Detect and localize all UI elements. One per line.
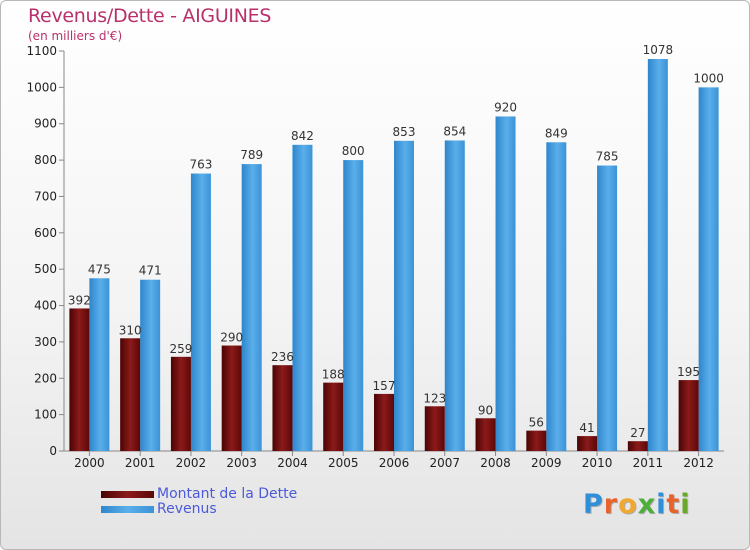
value-label-revenus: 475 bbox=[88, 262, 111, 276]
value-label-dette: 236 bbox=[271, 350, 294, 364]
bar-dette bbox=[577, 436, 598, 451]
chart-value-labels: 392 475 310 471 259 763 290 789 236 842 188 800 157 8… bbox=[68, 43, 724, 440]
logo-letter: i bbox=[680, 489, 691, 520]
value-label-revenus: 785 bbox=[596, 150, 619, 164]
bar-revenus bbox=[343, 160, 364, 451]
bar-revenus bbox=[597, 165, 618, 451]
x-tick-label: 2007 bbox=[429, 456, 460, 470]
value-label-dette: 56 bbox=[529, 416, 544, 430]
bar-dette bbox=[170, 356, 191, 451]
value-label-revenus: 1000 bbox=[693, 71, 724, 85]
y-tick-label: 100 bbox=[34, 408, 57, 422]
bar-revenus bbox=[190, 173, 211, 451]
y-tick-label: 400 bbox=[34, 299, 57, 313]
bar-dette bbox=[678, 380, 699, 451]
value-label-revenus: 789 bbox=[240, 148, 263, 162]
value-label-revenus: 842 bbox=[291, 129, 314, 143]
value-label-revenus: 854 bbox=[443, 124, 466, 138]
x-tick-label: 2003 bbox=[226, 456, 257, 470]
y-tick-label: 1000 bbox=[26, 80, 57, 94]
bar-dette bbox=[627, 441, 648, 451]
y-tick-label: 900 bbox=[34, 117, 57, 131]
value-label-revenus: 849 bbox=[545, 126, 568, 140]
proxiti-logo: Proxiti bbox=[583, 489, 691, 520]
legend-label-revenus: Revenus bbox=[157, 501, 217, 517]
bar-dette bbox=[69, 308, 90, 451]
x-tick-label: 2009 bbox=[531, 456, 562, 470]
logo-letter: i bbox=[656, 489, 667, 520]
bar-dette bbox=[424, 406, 445, 451]
logo-letter: o bbox=[618, 489, 638, 520]
value-label-dette: 188 bbox=[322, 368, 345, 382]
y-tick-label: 300 bbox=[34, 335, 57, 349]
value-label-dette: 195 bbox=[677, 365, 700, 379]
chart-subtitle: (en milliers d'€) bbox=[28, 29, 123, 43]
bar-dette bbox=[323, 382, 344, 451]
value-label-revenus: 471 bbox=[139, 264, 162, 278]
value-label-dette: 123 bbox=[423, 391, 446, 405]
bar-revenus bbox=[89, 278, 110, 451]
value-label-dette: 41 bbox=[579, 421, 594, 435]
x-tick-label: 2002 bbox=[176, 456, 207, 470]
bar-dette bbox=[221, 345, 242, 451]
y-tick-label: 600 bbox=[34, 226, 57, 240]
bar-dette bbox=[374, 393, 394, 451]
y-tick-label: 1100 bbox=[26, 44, 57, 58]
value-label-revenus: 853 bbox=[393, 125, 416, 139]
bar-revenus bbox=[241, 164, 262, 451]
x-tick-label: 2012 bbox=[683, 456, 714, 470]
bar-revenus bbox=[546, 142, 567, 452]
x-tick-label: 2011 bbox=[633, 456, 664, 470]
bar-revenus bbox=[292, 144, 313, 451]
value-label-revenus: 920 bbox=[494, 100, 517, 114]
bar-revenus bbox=[495, 116, 516, 452]
value-label-revenus: 763 bbox=[189, 158, 212, 172]
value-label-dette: 290 bbox=[220, 331, 243, 345]
chart-bars bbox=[69, 59, 719, 452]
x-tick-label: 2010 bbox=[582, 456, 613, 470]
bar-revenus bbox=[698, 87, 719, 451]
x-tick-label: 2001 bbox=[125, 456, 156, 470]
value-label-dette: 310 bbox=[119, 323, 142, 337]
x-tick-label: 2008 bbox=[480, 456, 511, 470]
x-tick-label: 2006 bbox=[379, 456, 410, 470]
y-tick-label: 800 bbox=[34, 153, 57, 167]
x-tick-label: 2004 bbox=[277, 456, 308, 470]
value-label-dette: 90 bbox=[478, 403, 493, 417]
logo-letter: x bbox=[637, 489, 657, 520]
logo-letter: r bbox=[603, 489, 619, 520]
x-tick-label: 2005 bbox=[328, 456, 359, 470]
bar-revenus bbox=[394, 140, 414, 451]
bar-revenus bbox=[647, 59, 668, 451]
legend-swatch-dette bbox=[101, 491, 154, 498]
legend-swatch-revenus bbox=[101, 506, 154, 513]
bar-revenus bbox=[444, 140, 465, 452]
y-tick-label: 200 bbox=[34, 371, 57, 385]
bar-dette bbox=[120, 338, 141, 451]
value-label-dette: 157 bbox=[373, 379, 396, 393]
value-label-revenus: 1078 bbox=[643, 43, 674, 57]
logo-letter: P bbox=[583, 489, 604, 520]
value-label-dette: 27 bbox=[630, 426, 645, 440]
x-tick-label: 2000 bbox=[74, 456, 105, 470]
value-label-dette: 392 bbox=[68, 293, 91, 307]
logo-letter: t bbox=[666, 489, 681, 520]
chart-title: Revenus/Dette - AIGUINES bbox=[28, 5, 272, 27]
bar-revenus bbox=[140, 279, 161, 451]
bar-dette bbox=[475, 418, 496, 451]
y-tick-label: 0 bbox=[49, 444, 57, 458]
value-label-dette: 259 bbox=[169, 342, 192, 356]
legend-label-dette: Montant de la Dette bbox=[157, 486, 298, 502]
bar-dette bbox=[272, 365, 293, 451]
y-tick-label: 700 bbox=[34, 189, 57, 203]
y-tick-label: 500 bbox=[34, 262, 57, 276]
value-label-revenus: 800 bbox=[342, 144, 365, 158]
bar-dette bbox=[526, 430, 547, 451]
